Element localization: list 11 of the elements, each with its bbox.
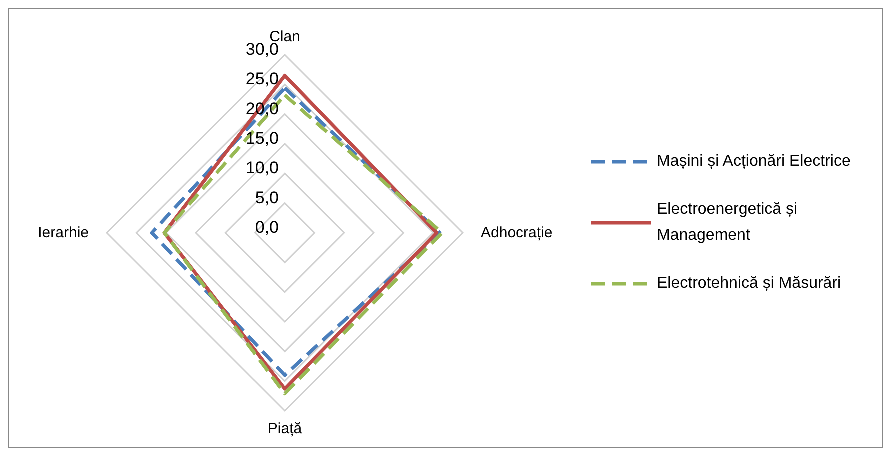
y-tick-label: 10,0 (246, 158, 279, 178)
spoke-label: Adhocrație (481, 224, 553, 242)
legend-label: Electrotehnică și Măsurări (657, 274, 842, 294)
y-tick-label: 5,0 (255, 188, 279, 208)
legend-label: Mașini și Acționări Electrice (657, 152, 852, 172)
y-tick-label: 15,0 (246, 129, 279, 148)
y-tick-label: 0,0 (255, 218, 279, 237)
spoke-label: Ierarhie (38, 224, 89, 242)
legend-label: Electroenergetică și Management (657, 200, 799, 246)
y-tick-label: 25,0 (246, 70, 279, 89)
spoke-label: Piață (268, 420, 303, 438)
